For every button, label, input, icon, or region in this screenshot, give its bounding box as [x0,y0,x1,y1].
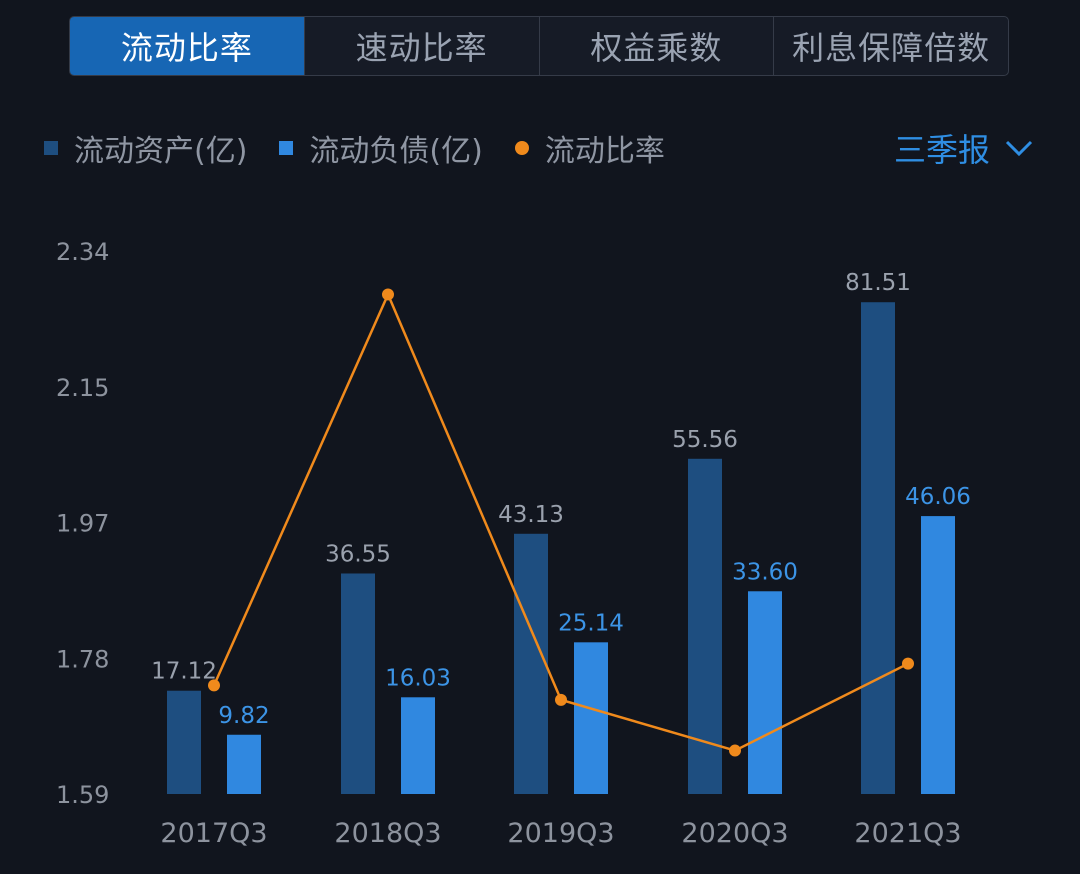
chevron-down-icon [1005,140,1033,157]
data-label-assets: 36.55 [325,541,391,567]
liabilities-swatch-icon [279,141,294,155]
bar-assets [688,458,722,794]
ratio-point [902,657,914,670]
bar-liabilities [227,734,261,794]
data-label-assets: 81.51 [845,270,911,296]
tab-current-ratio[interactable]: 流动比率 [70,17,304,75]
y-tick-label: 1.78 [56,645,109,673]
data-label-assets: 43.13 [498,502,564,528]
legend-liabilities-label: 流动负债(亿) [309,134,483,169]
x-tick-label: 2019Q3 [507,818,614,849]
ratio-point [729,744,741,757]
x-tick-label: 2021Q3 [854,818,961,849]
data-label-assets: 17.12 [151,659,217,685]
bar-assets [341,573,375,794]
legend-assets-label: 流动资产(亿) [74,134,248,169]
bar-assets [167,690,201,794]
x-tick-label: 2017Q3 [160,818,267,849]
tab-interest-coverage[interactable]: 利息保障倍数 [773,17,1008,75]
x-tick-label: 2018Q3 [334,818,441,849]
x-tick-label: 2020Q3 [681,818,788,849]
ratio-point [208,679,220,692]
bar-assets [514,533,548,794]
period-label: 三季报 [893,131,990,169]
bar-liabilities [401,697,435,794]
ratio-dot-icon [514,141,529,155]
y-tick-label: 2.34 [56,238,109,266]
assets-swatch-icon [44,141,58,155]
ratio-point [555,693,567,706]
legend-item-ratio[interactable]: 流动比率 [514,126,665,170]
data-label-liabilities: 16.03 [385,665,451,691]
data-label-liabilities: 9.82 [218,703,269,729]
bar-liabilities [921,516,955,794]
chart-legend: 流动资产(亿) 流动负债(亿) 流动比率 [44,126,697,170]
legend-item-assets[interactable]: 流动资产(亿) [44,126,247,170]
bar-liabilities [574,642,608,794]
tab-equity-multiplier[interactable]: 权益乘数 [538,17,774,75]
data-label-liabilities: 33.60 [732,559,798,585]
metric-tabs: 流动比率 速动比率 权益乘数 利息保障倍数 [69,16,1009,76]
period-selector[interactable]: 三季报 [894,124,1034,172]
legend-ratio-label: 流动比率 [544,134,665,169]
y-tick-label: 1.59 [56,781,109,809]
y-tick-label: 2.15 [56,374,109,402]
bar-liabilities [748,591,782,794]
tab-quick-ratio[interactable]: 速动比率 [303,17,539,75]
data-label-liabilities: 25.14 [558,610,624,636]
data-label-assets: 55.56 [672,427,738,453]
data-label-liabilities: 46.06 [905,484,971,510]
y-tick-label: 1.97 [56,510,109,538]
bar-assets [861,302,895,794]
ratio-point [382,288,394,301]
legend-item-liabilities[interactable]: 流动负债(亿) [279,126,483,170]
